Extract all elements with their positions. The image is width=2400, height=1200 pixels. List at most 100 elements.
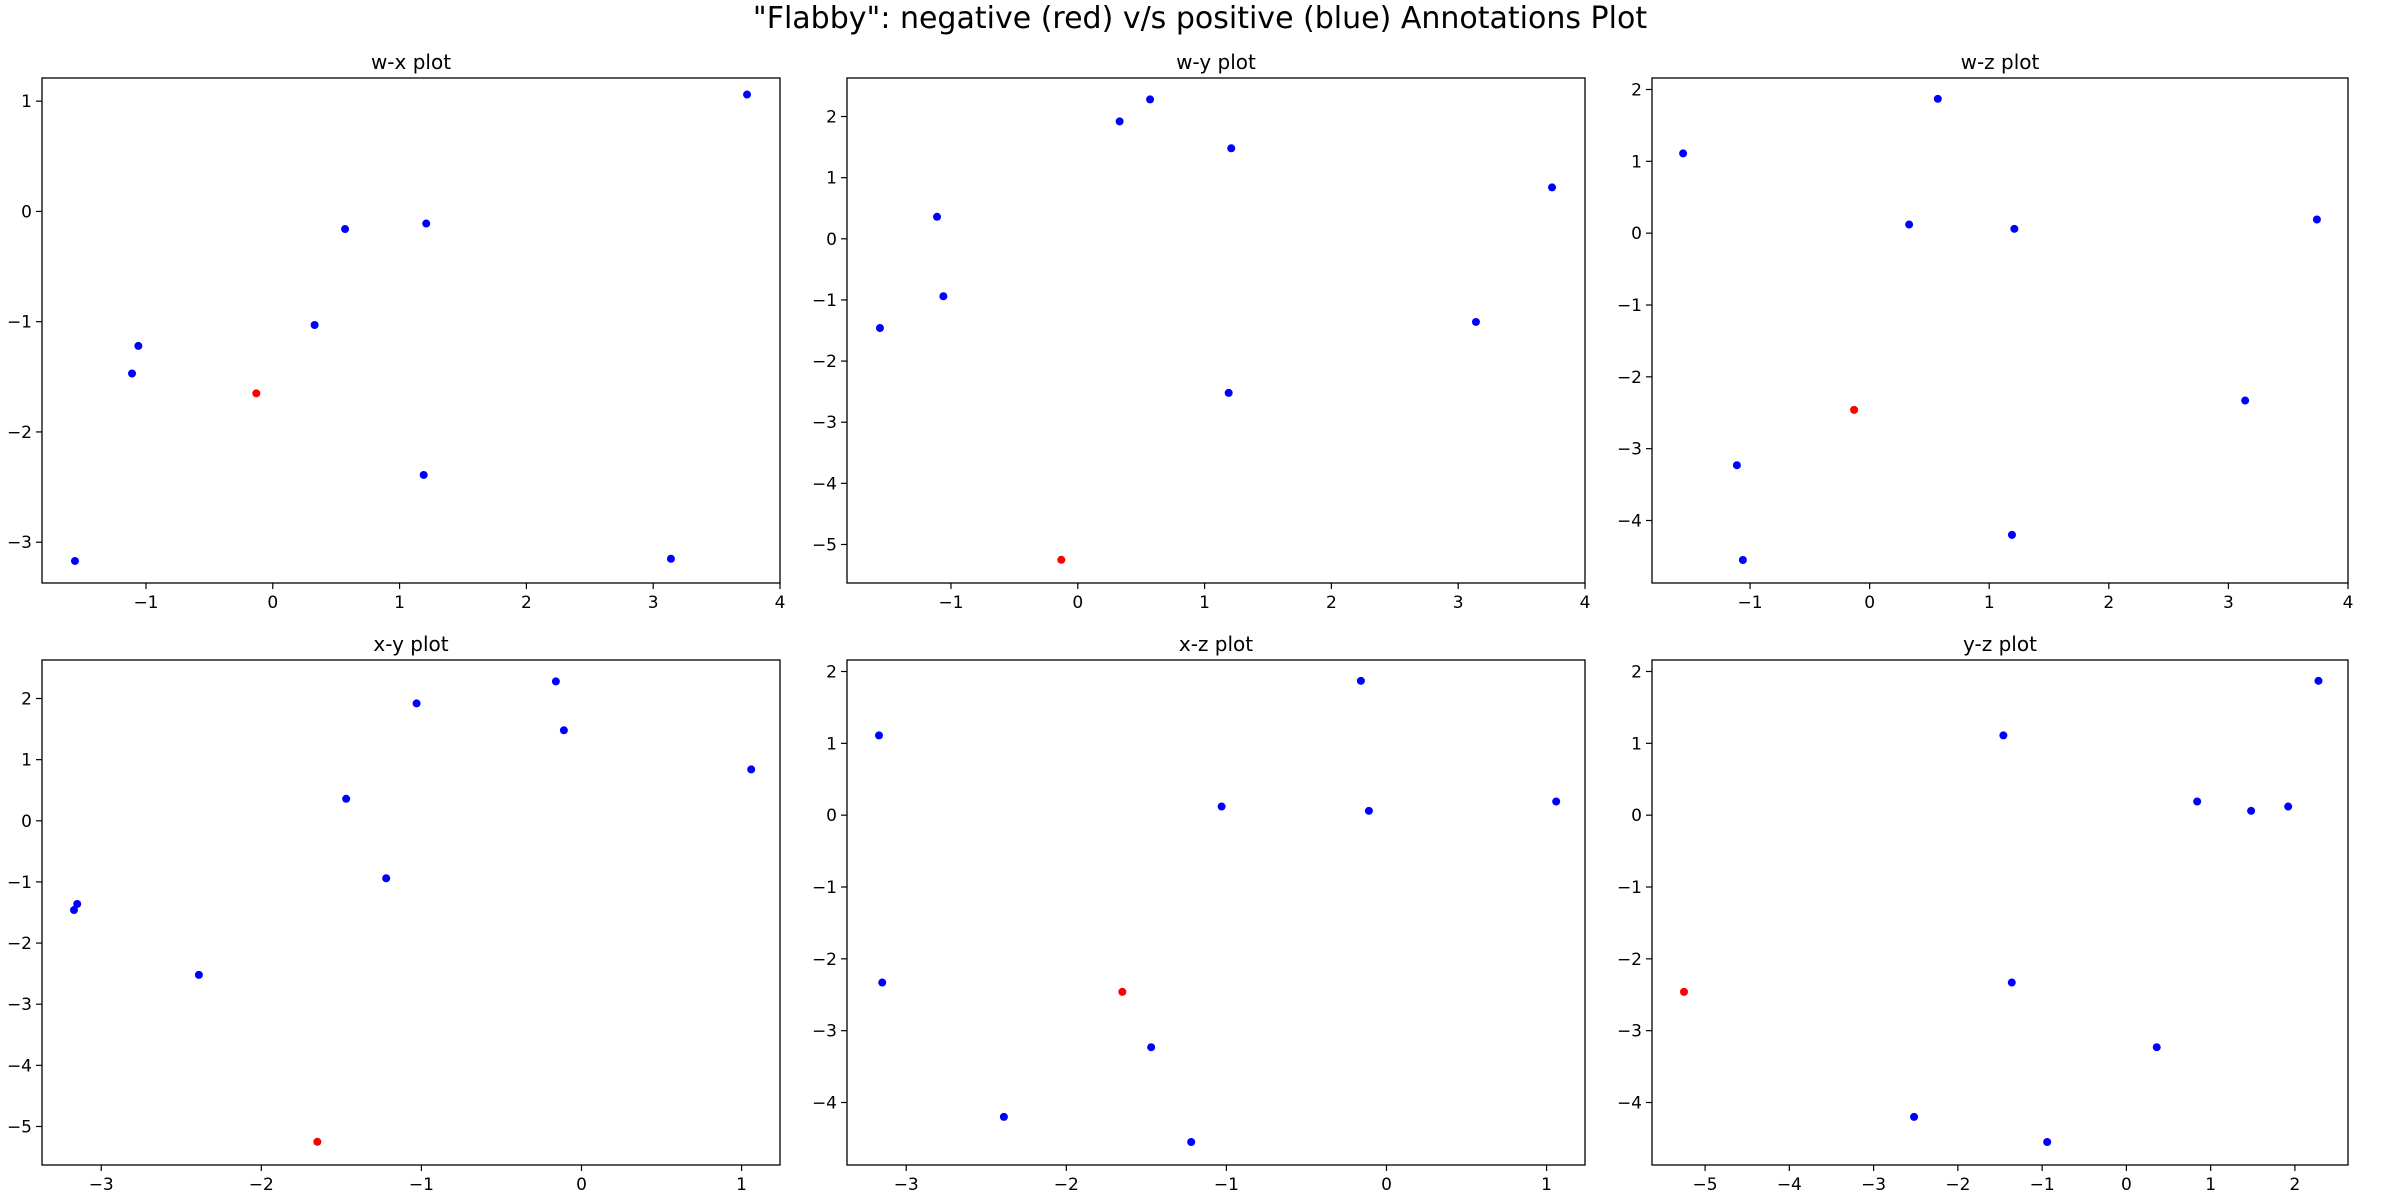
figure-title: "Flabby": negative (red) v/s positive (b… <box>752 1 1648 36</box>
positive-point <box>194 970 203 979</box>
x-tick-label: −1 <box>133 593 158 613</box>
y-tick-label: 2 <box>826 108 837 128</box>
positive-point <box>2007 978 2016 987</box>
subplot-title: w-z plot <box>1961 50 2040 74</box>
x-tick-label: −1 <box>2030 1175 2055 1195</box>
y-tick-label: −5 <box>812 535 837 555</box>
positive-point <box>2314 676 2323 685</box>
positive-point <box>1115 117 1124 126</box>
negative-point <box>252 389 261 398</box>
positive-point <box>1187 1138 1196 1147</box>
y-tick-label: 0 <box>826 806 837 826</box>
x-tick-label: 4 <box>1580 593 1591 613</box>
positive-point <box>73 899 82 908</box>
subplot-4: x-y plot −3 −2 −1 0 1 −5 −4 −3 −2 −1 0 1 2 <box>7 632 781 1195</box>
y-tick-label: 1 <box>826 734 837 754</box>
positive-point <box>2007 530 2016 539</box>
x-tick-label: 1 <box>1984 593 1995 613</box>
positive-point <box>1910 1112 1919 1121</box>
y-tick-label: −4 <box>812 474 837 494</box>
y-tick-label: 2 <box>21 690 32 710</box>
y-tick-label: −4 <box>1617 1094 1642 1114</box>
x-tick-label: −3 <box>1861 1175 1886 1195</box>
x-tick-label: 0 <box>1864 593 1875 613</box>
y-tick-label: 1 <box>21 92 32 112</box>
positive-point <box>128 369 137 378</box>
negative-point <box>1850 405 1859 414</box>
positive-point <box>551 677 560 686</box>
positive-point <box>342 794 351 803</box>
y-tick-label: 0 <box>1631 224 1642 244</box>
positive-point <box>1933 94 1942 103</box>
positive-point <box>1364 806 1373 815</box>
x-tick-label: 0 <box>1072 593 1083 613</box>
x-tick-label: 1 <box>1541 1175 1552 1195</box>
positive-point <box>939 292 948 301</box>
positive-point <box>747 765 756 774</box>
y-tick-label: −2 <box>7 423 32 443</box>
positive-point <box>875 731 884 740</box>
y-tick-label: −2 <box>1617 368 1642 388</box>
positive-point <box>1224 388 1233 397</box>
axes-frame <box>41 659 781 1166</box>
x-tick-label: 2 <box>1326 593 1337 613</box>
y-tick-label: 2 <box>1631 662 1642 682</box>
y-tick-label: −2 <box>812 950 837 970</box>
positive-point <box>2284 802 2293 811</box>
x-tick-label: 1 <box>736 1175 747 1195</box>
subplot-title: w-x plot <box>371 50 451 74</box>
y-tick-label: 0 <box>826 230 837 250</box>
positive-point <box>2247 806 2256 815</box>
positive-point <box>382 874 391 883</box>
positive-point <box>2312 215 2321 224</box>
y-tick-label: −3 <box>1617 440 1642 460</box>
y-tick-label: 2 <box>826 662 837 682</box>
positive-point <box>1999 731 2008 740</box>
y-tick-label: −3 <box>812 1022 837 1042</box>
positive-point <box>2152 1043 2161 1052</box>
positive-point <box>70 906 79 915</box>
positive-point <box>933 212 942 221</box>
subplot-3: w-z plot −1 0 1 2 3 4 −4 −3 −2 −1 0 1 2 <box>1617 50 2353 613</box>
positive-point <box>134 341 143 350</box>
x-tick-label: −2 <box>1054 1175 1079 1195</box>
y-tick-label: −2 <box>1617 950 1642 970</box>
y-tick-label: 0 <box>21 812 32 832</box>
y-tick-label: 1 <box>1631 152 1642 172</box>
subplot-title: x-y plot <box>373 632 448 656</box>
subplot-title: w-y plot <box>1176 50 1256 74</box>
x-tick-label: −4 <box>1777 1175 1802 1195</box>
x-tick-label: 0 <box>1381 1175 1392 1195</box>
positive-point <box>1356 676 1365 685</box>
positive-point <box>1227 144 1236 153</box>
x-tick-label: 0 <box>2121 1175 2132 1195</box>
axes-frame <box>846 77 1586 584</box>
negative-point <box>313 1137 322 1146</box>
positive-point <box>2193 797 2202 806</box>
x-tick-label: −3 <box>89 1175 114 1195</box>
y-tick-label: −3 <box>1617 1022 1642 1042</box>
positive-point <box>422 219 431 228</box>
y-tick-label: −1 <box>812 291 837 311</box>
positive-point <box>1905 220 1914 229</box>
y-tick-label: −2 <box>7 934 32 954</box>
x-tick-label: 1 <box>394 593 405 613</box>
x-tick-label: −3 <box>894 1175 919 1195</box>
positive-point <box>666 554 675 563</box>
subplot-2: w-y plot −1 0 1 2 3 4 −5 −4 −3 −2 −1 0 1 2 <box>812 50 1590 613</box>
x-tick-label: 4 <box>2343 593 2354 613</box>
axes-frame <box>1651 77 2349 584</box>
positive-point <box>2043 1138 2052 1147</box>
x-tick-label: −2 <box>249 1175 274 1195</box>
positive-point <box>310 320 319 329</box>
x-tick-label: 2 <box>2290 1175 2301 1195</box>
x-tick-label: −5 <box>1693 1175 1718 1195</box>
positive-point <box>1738 556 1747 565</box>
positive-point <box>875 324 884 333</box>
positive-point <box>2241 396 2250 405</box>
subplot-5: x-z plot −3 −2 −1 0 1 −4 −3 −2 −1 0 1 2 <box>812 632 1586 1195</box>
x-tick-label: −1 <box>1214 1175 1239 1195</box>
x-tick-label: −1 <box>1738 593 1763 613</box>
positive-point <box>1679 149 1688 158</box>
